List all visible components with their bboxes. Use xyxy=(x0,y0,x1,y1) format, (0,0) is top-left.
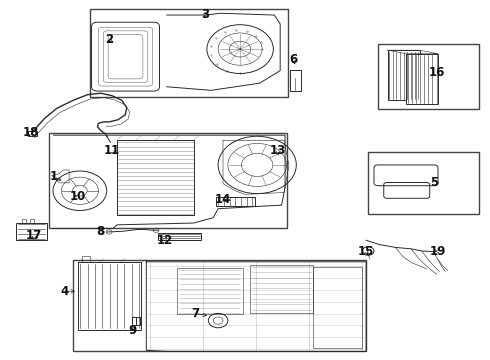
Bar xyxy=(368,152,479,214)
Bar xyxy=(158,233,201,240)
Text: 18: 18 xyxy=(23,126,39,139)
Text: 3: 3 xyxy=(201,8,209,21)
Bar xyxy=(378,44,479,109)
Bar xyxy=(216,197,255,206)
Text: 19: 19 xyxy=(430,244,446,257)
Text: 14: 14 xyxy=(215,193,231,206)
Text: 17: 17 xyxy=(26,229,42,242)
Text: 11: 11 xyxy=(104,144,120,157)
Text: 12: 12 xyxy=(156,234,172,247)
Bar xyxy=(117,140,194,215)
Bar xyxy=(90,9,288,97)
Bar xyxy=(290,69,301,91)
Bar xyxy=(73,260,366,351)
Bar xyxy=(176,268,243,315)
Bar xyxy=(27,131,37,136)
Bar xyxy=(78,262,142,330)
Bar xyxy=(314,267,362,348)
Bar xyxy=(388,50,420,100)
Text: 1: 1 xyxy=(49,170,57,183)
Text: 10: 10 xyxy=(70,190,86,203)
Bar xyxy=(406,54,438,104)
Bar xyxy=(132,318,141,325)
Text: 15: 15 xyxy=(358,244,374,257)
Text: 9: 9 xyxy=(128,324,137,337)
Bar xyxy=(16,223,47,240)
Bar xyxy=(250,265,314,313)
Text: 4: 4 xyxy=(60,285,68,298)
Text: 13: 13 xyxy=(270,144,286,157)
Bar xyxy=(49,133,287,228)
Text: 8: 8 xyxy=(97,225,105,238)
Text: 7: 7 xyxy=(191,307,199,320)
Text: 5: 5 xyxy=(430,176,439,189)
Text: 6: 6 xyxy=(289,53,297,66)
Text: 2: 2 xyxy=(105,33,113,46)
Text: 16: 16 xyxy=(428,66,445,79)
